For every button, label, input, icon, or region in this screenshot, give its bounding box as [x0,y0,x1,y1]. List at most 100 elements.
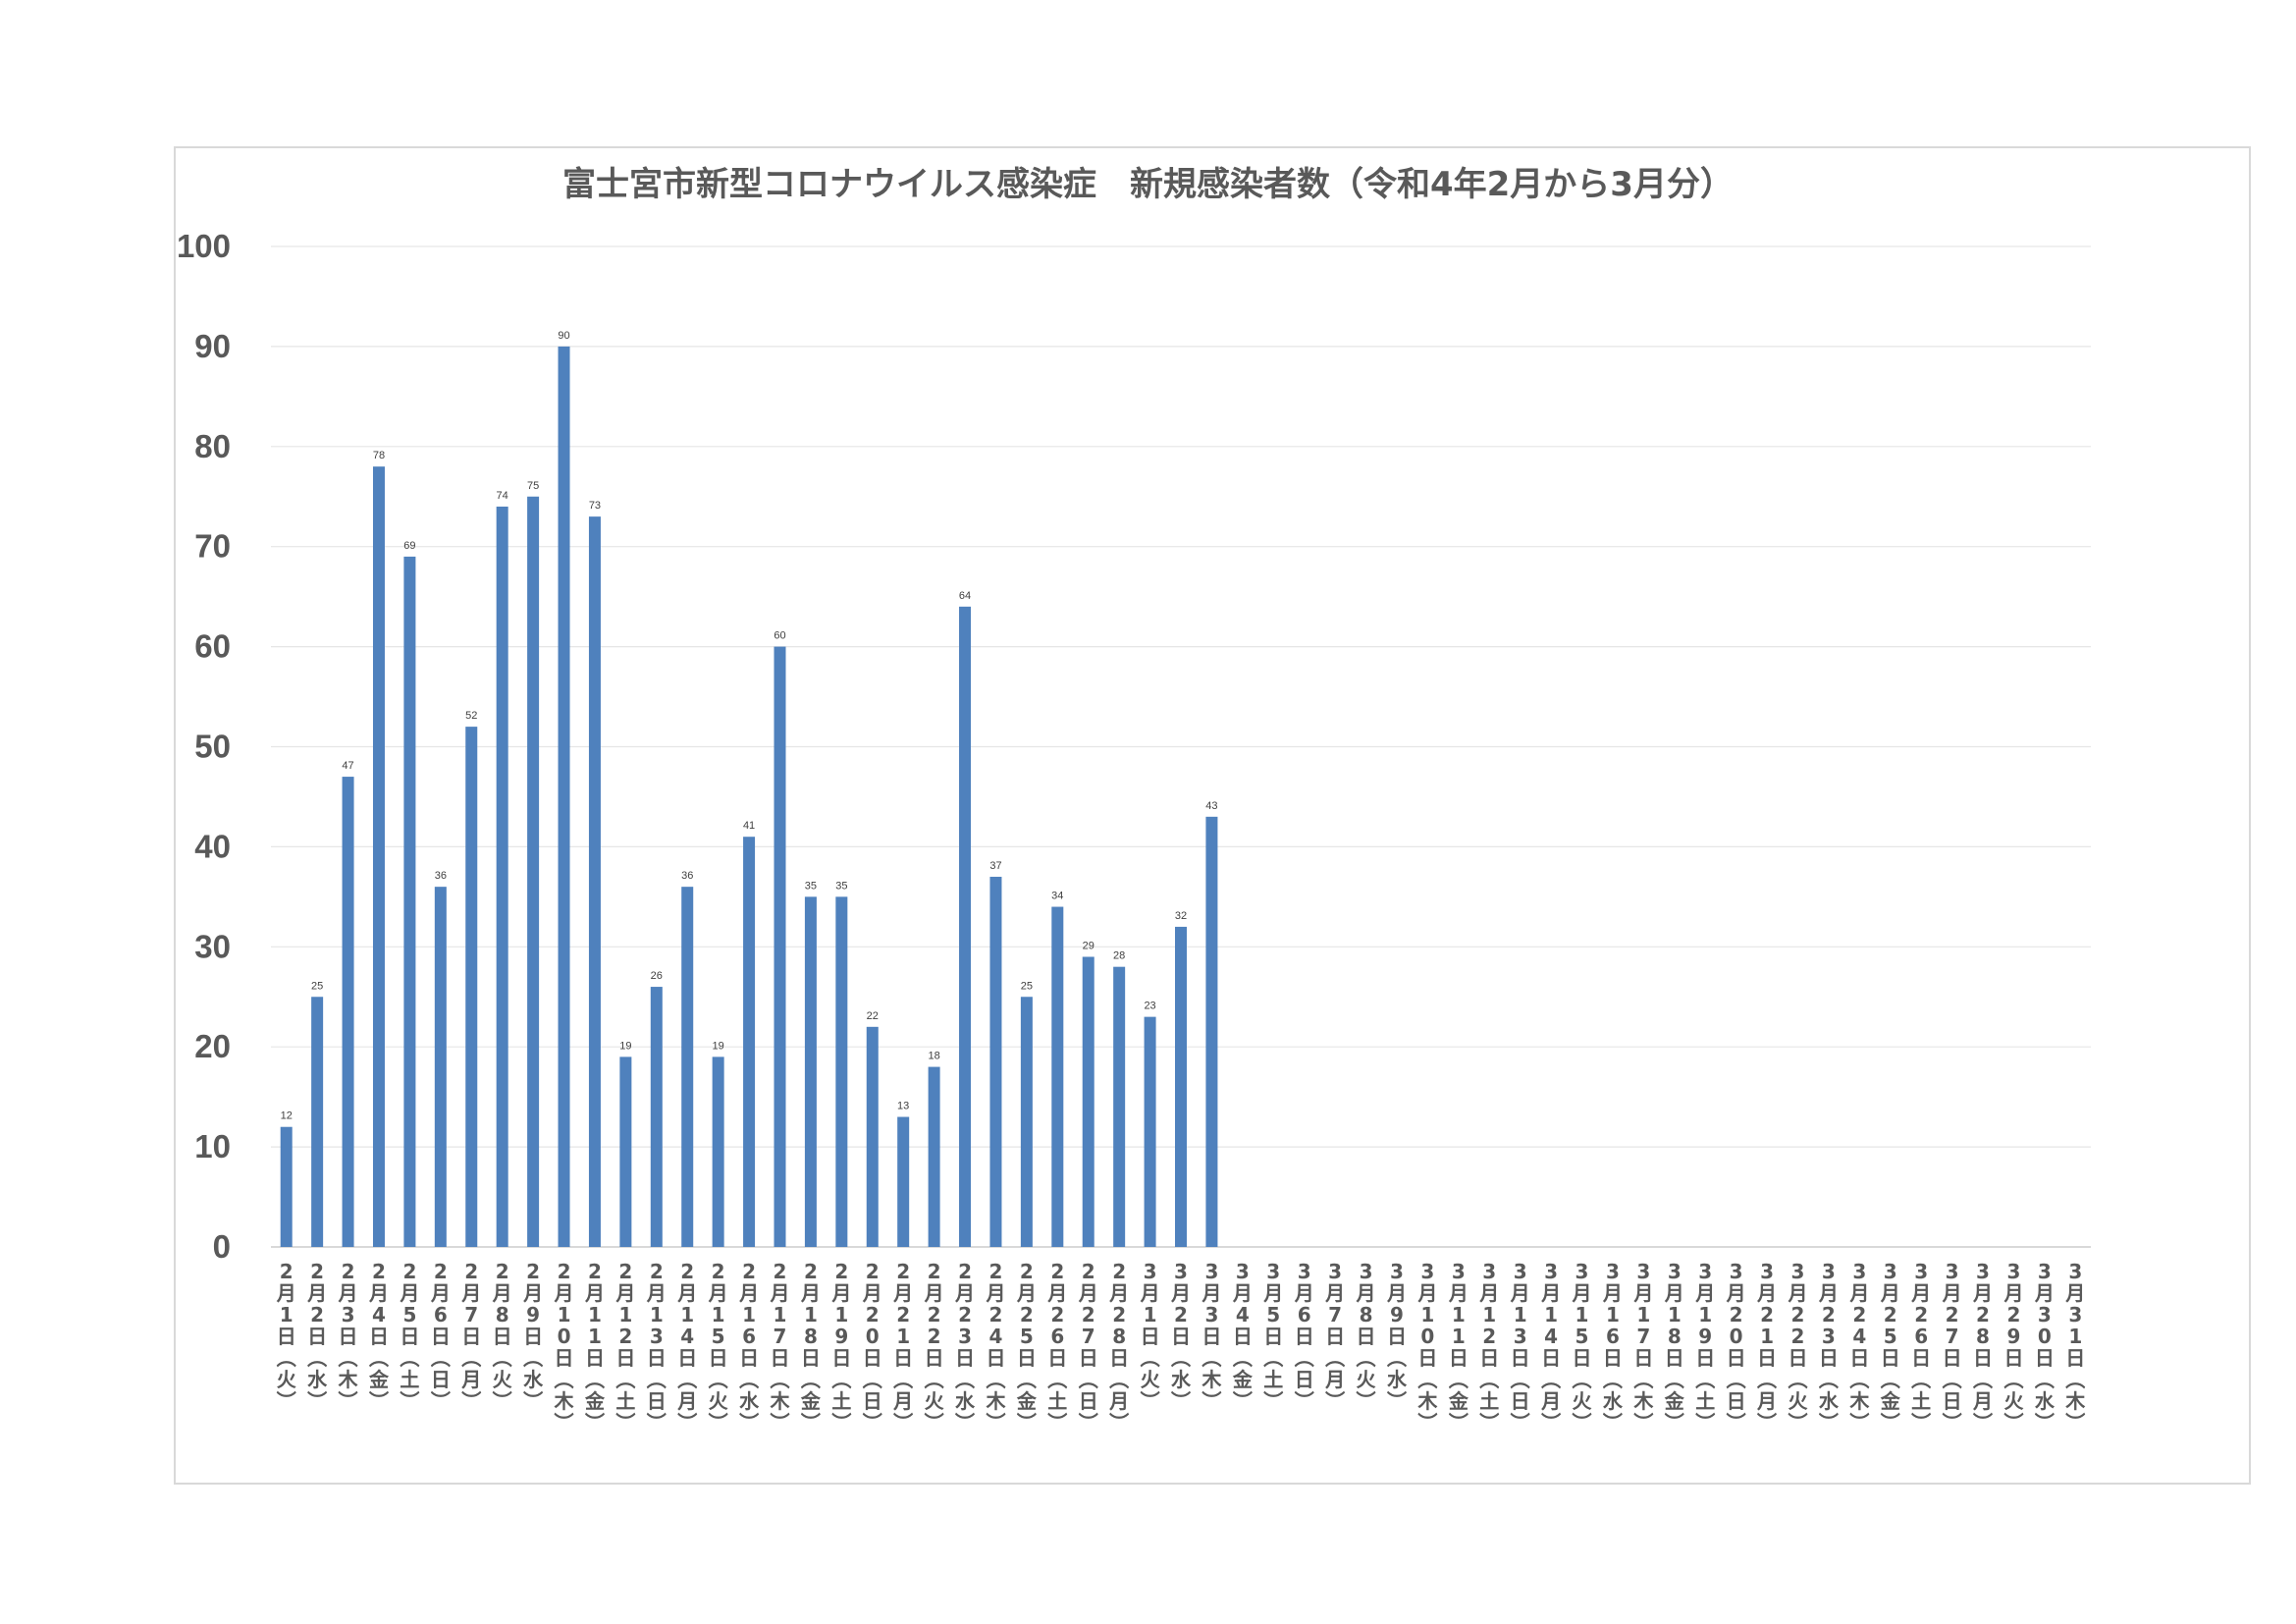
x-tick-label: 3 月 2 8 日︵月︶ [1972,1260,1993,1435]
x-tick-label: 2 月 1 6 日︵水︶ [738,1260,760,1435]
x-tick-label: 3 月 1 3 日︵日︶ [1510,1260,1530,1435]
x-tick-label: 3 月 2 1 日︵月︶ [1756,1260,1777,1435]
x-tick-label: 2 月 1 9 日︵土︶ [830,1260,851,1435]
x-tick-label: 3 月 9 日︵水︶ [1386,1260,1408,1413]
x-tick-label: 3 月 2 5 日︵金︶ [1880,1260,1901,1435]
data-label: 43 [1205,800,1217,812]
x-tick-label: 3 月 7 日︵月︶ [1324,1260,1345,1413]
data-label: 12 [281,1110,293,1122]
data-label: 25 [311,980,323,992]
data-label: 36 [435,870,447,882]
bar [403,556,416,1247]
bar [1020,997,1033,1247]
bar [527,496,540,1247]
data-label: 19 [619,1040,631,1052]
x-tick-label: 2 月 2 4 日︵木︶ [985,1260,1006,1435]
chart-frame [174,146,2251,1485]
x-tick-label: 3 月 2 9 日︵火︶ [2002,1260,2024,1435]
x-tick-label: 2 月 1 8 日︵金︶ [800,1260,822,1435]
x-tick-label: 3 月 3 日︵木︶ [1201,1260,1222,1413]
bar [342,777,354,1247]
bar [311,997,324,1247]
bar [558,346,570,1247]
x-tick-label: 2 月 5 日︵土︶ [399,1260,419,1413]
data-label: 29 [1083,940,1095,951]
x-tick-label: 2 月 2 1 日︵月︶ [892,1260,913,1435]
x-tick-label: 2 月 1 7 日︵木︶ [769,1260,790,1435]
bar [1051,906,1064,1247]
x-tick-label: 2 月 1 日︵火︶ [276,1260,297,1413]
bar [681,887,694,1247]
data-label: 35 [835,880,847,892]
bar [928,1066,940,1247]
x-tick-label: 3 月 2 4 日︵木︶ [1848,1260,1870,1435]
y-tick-label: 80 [194,428,231,464]
x-tick-label: 2 月 6 日︵日︶ [430,1260,451,1413]
y-tick-label: 50 [194,729,231,765]
x-tick-label: 2 月 4 日︵金︶ [368,1260,390,1413]
bar [774,646,786,1247]
x-tick-label: 2 月 1 0 日︵木︶ [554,1260,575,1435]
data-label: 25 [1021,980,1033,992]
x-tick-label: 3 月 1 4 日︵月︶ [1540,1260,1561,1435]
bar [743,837,756,1247]
data-label: 41 [743,820,755,832]
data-label: 19 [713,1040,724,1052]
y-tick-label: 70 [194,528,231,565]
y-tick-label: 10 [194,1128,231,1164]
x-tick-label: 2 月 2 0 日︵日︶ [862,1260,882,1435]
x-tick-label: 3 月 1 5 日︵火︶ [1572,1260,1593,1435]
data-label: 37 [989,860,1001,872]
bar [434,887,447,1247]
x-tick-label: 3 月 2 7 日︵日︶ [1942,1260,1962,1435]
y-tick-label: 20 [194,1028,231,1064]
data-label: 23 [1144,1001,1155,1012]
data-label: 28 [1113,950,1125,962]
data-label: 73 [589,500,601,512]
bar [619,1056,632,1247]
bar [712,1056,724,1247]
data-label: 34 [1051,891,1063,902]
x-tick-label: 3 月 4 日︵金︶ [1232,1260,1254,1413]
x-tick-label: 3 月 1 0 日︵木︶ [1416,1260,1438,1435]
data-label: 35 [805,880,817,892]
bar [804,896,817,1247]
y-tick-label: 60 [194,628,231,665]
x-tick-label: 3 月 3 1 日︵木︶ [2064,1260,2086,1435]
bar [959,606,972,1247]
bar [1175,926,1187,1247]
x-tick-label: 2 月 2 8 日︵月︶ [1108,1260,1129,1435]
x-tick-label: 2 月 2 日︵水︶ [306,1260,328,1413]
x-tick-label: 3 月 2 日︵水︶ [1170,1260,1192,1413]
data-label: 75 [527,480,539,492]
bar [989,876,1002,1247]
x-tick-label: 2 月 1 3 日︵日︶ [646,1260,667,1435]
data-label: 18 [928,1051,939,1062]
x-tick-label: 2 月 1 1 日︵金︶ [584,1260,606,1435]
bar [1205,816,1218,1247]
bar [835,896,848,1247]
x-tick-label: 3 月 2 6 日︵土︶ [1910,1260,1931,1435]
x-tick-label: 3 月 2 0 日︵日︶ [1726,1260,1746,1435]
x-tick-label: 3 月 3 0 日︵水︶ [2034,1260,2056,1435]
bar [650,987,663,1247]
x-tick-label: 2 月 7 日︵月︶ [460,1260,481,1413]
x-tick-label: 2 月 3 日︵木︶ [338,1260,359,1413]
bar [372,466,385,1247]
bar [1082,956,1095,1247]
x-tick-label: 3 月 1 1 日︵金︶ [1448,1260,1469,1435]
data-label: 26 [651,970,663,982]
y-tick-label: 30 [194,928,231,964]
x-tick-label: 2 月 2 3 日︵水︶ [954,1260,976,1435]
x-tick-label: 2 月 2 6 日︵土︶ [1046,1260,1067,1435]
data-label: 13 [897,1101,909,1112]
bar [897,1116,910,1247]
data-label: 47 [342,760,353,772]
data-label: 36 [681,870,693,882]
data-label: 90 [558,330,569,342]
y-tick-label: 0 [213,1228,231,1265]
bar [588,516,601,1247]
x-tick-label: 2 月 2 7 日︵日︶ [1078,1260,1098,1435]
x-tick-label: 2 月 1 4 日︵月︶ [676,1260,697,1435]
y-tick-label: 90 [194,328,231,364]
